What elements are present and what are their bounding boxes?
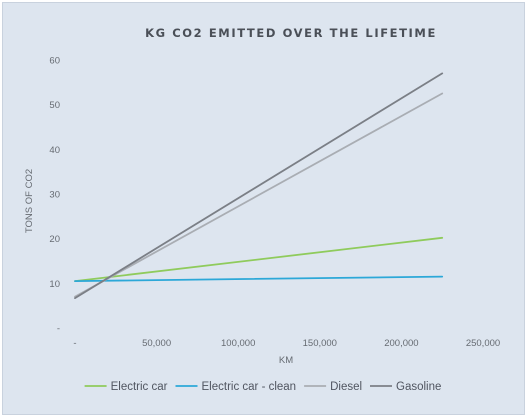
x-tick-label: 250,000 [466,338,500,349]
line-chart: KG CO2 EMITTED OVER THE LIFETIME - 10 20 30… [24,26,500,393]
series-line-gasoline [74,72,444,300]
series-lines [74,72,444,300]
series-line-diesel [74,92,444,298]
x-tick-label: 200,000 [384,338,418,349]
legend-label: Gasoline [396,381,441,393]
y-tick-label: 60 [49,56,60,67]
y-tick-label: 40 [49,145,60,156]
x-axis-label: KM [279,355,293,366]
y-tick-label: 30 [49,190,60,201]
y-tick-label: 10 [49,279,60,290]
series-line-electric-car [74,236,444,283]
chart-title: KG CO2 EMITTED OVER THE LIFETIME [145,26,437,40]
x-tick-label: 150,000 [303,338,337,349]
y-tick-label: - [57,324,60,335]
legend-item: Electric car [84,381,168,393]
series-line-electric-car-clean [74,275,444,283]
legend-item: Diesel [304,381,362,393]
y-tick-label: 20 [49,234,60,245]
y-tick-label: 50 [49,100,60,111]
legend-item: Gasoline [370,381,441,393]
y-axis-ticks: - 10 20 30 40 50 60 [49,56,60,335]
legend: Electric car Electric car - clean Diesel Ga… [84,381,441,393]
x-tick-label: - [73,338,76,349]
legend-label: Diesel [330,381,362,393]
x-tick-label: 100,000 [221,338,255,349]
legend-label: Electric car [111,381,168,393]
x-tick-label: 50,000 [142,338,171,349]
x-axis-ticks: - 50,000 100,000 150,000 200,000 250,000 [73,338,500,349]
legend-label: Electric car - clean [202,381,297,393]
legend-item: Electric car - clean [175,381,297,393]
y-axis-label: TONS OF CO2 [24,169,35,233]
